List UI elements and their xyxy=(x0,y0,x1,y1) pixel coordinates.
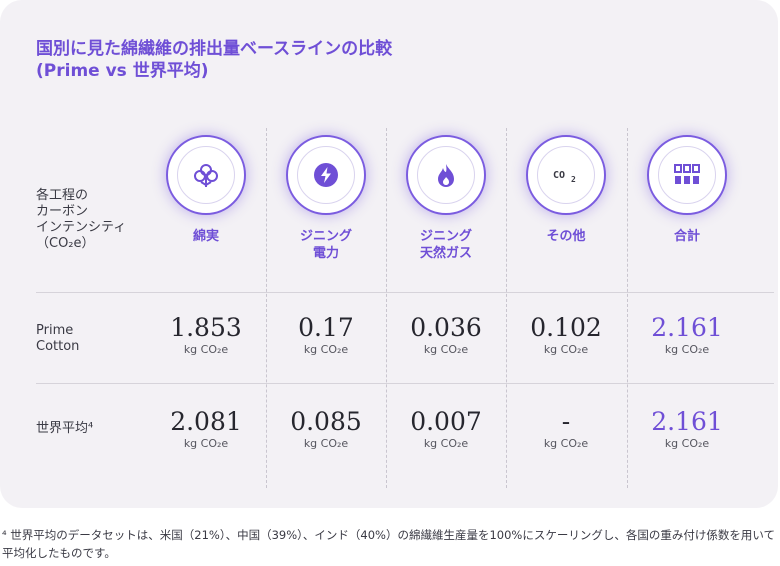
title-line-1: 国別に見た綿繊維の排出量ベースラインの比較 xyxy=(36,39,393,59)
flame-icon xyxy=(406,135,486,215)
header-label-line: カーボン xyxy=(36,204,89,219)
column-head-gin-gas: ジニング 天然ガス xyxy=(386,228,506,262)
column-divider xyxy=(627,128,628,488)
column-divider xyxy=(506,128,507,488)
cell-value: 0.007 xyxy=(410,407,482,436)
cell-unit: kg CO₂e xyxy=(543,437,589,450)
comparison-card: 国別に見た綿繊維の排出量ベースラインの比較 (Prime vs 世界平均) 各工… xyxy=(0,0,778,508)
cell-unit: kg CO₂e xyxy=(303,343,349,356)
header-label: 各工程の カーボン インテンシティ （CO₂e） xyxy=(36,188,126,252)
cell-value: 0.17 xyxy=(298,313,354,342)
row-divider xyxy=(36,383,774,384)
cell-unit: kg CO₂e xyxy=(183,437,229,450)
row-label-prime: Prime Cotton xyxy=(36,323,79,355)
column-head-other: その他 xyxy=(506,228,626,245)
row-divider xyxy=(36,292,774,293)
cell-value: - xyxy=(561,407,571,436)
row-label-line: Cotton xyxy=(36,339,80,354)
column-head-line: 合計 xyxy=(673,229,700,244)
column-head-seed: 綿実 xyxy=(146,228,266,245)
row-label-world: 世界平均⁴ xyxy=(36,421,93,437)
cell-unit: kg CO₂e xyxy=(423,343,469,356)
column-head-total: 合計 xyxy=(627,228,747,245)
title-line-2: (Prime vs 世界平均) xyxy=(36,61,209,81)
column-divider xyxy=(386,128,387,488)
cell-value: 2.081 xyxy=(170,407,242,436)
column-divider xyxy=(266,128,267,488)
row-label-line: 世界平均⁴ xyxy=(36,421,94,436)
header-label-line: インテンシティ xyxy=(36,220,127,235)
footnote: ⁴ 世界平均のデータセットは、米国（21%）、中国（39%）、インド（40%）の… xyxy=(2,528,775,560)
column-head-line: 電力 xyxy=(312,246,339,261)
svg-text:CO: CO xyxy=(553,170,565,181)
cell-unit: kg CO₂e xyxy=(303,437,349,450)
cell-value-total: 2.161 xyxy=(651,407,723,436)
cell-unit: kg CO₂e xyxy=(423,437,469,450)
co2-icon: CO 2 xyxy=(526,135,606,215)
cell-value-total: 2.161 xyxy=(651,313,723,342)
cell-unit: kg CO₂e xyxy=(183,343,229,356)
row-label-line: Prime xyxy=(36,323,74,338)
cotton-icon xyxy=(166,135,246,215)
cell-unit: kg CO₂e xyxy=(664,437,710,450)
column-head-line: ジニング xyxy=(419,229,472,244)
cell-unit: kg CO₂e xyxy=(543,343,589,356)
cell-value: 0.085 xyxy=(290,407,362,436)
column-head-line: その他 xyxy=(546,229,586,244)
lightning-icon xyxy=(286,135,366,215)
svg-text:2: 2 xyxy=(571,175,576,184)
page-title: 国別に見た綿繊維の排出量ベースラインの比較 (Prime vs 世界平均) xyxy=(36,38,596,82)
cell-unit: kg CO₂e xyxy=(664,343,710,356)
column-head-gin-power: ジニング 電力 xyxy=(266,228,386,262)
header-label-line: 各工程の xyxy=(36,188,89,203)
cell-value: 0.102 xyxy=(530,313,602,342)
column-head-line: 天然ガス xyxy=(419,246,472,261)
column-head-line: 綿実 xyxy=(192,229,219,244)
cell-value: 1.853 xyxy=(170,313,242,342)
column-head-line: ジニング xyxy=(299,229,352,244)
grid-icon xyxy=(647,135,727,215)
header-label-line: （CO₂e） xyxy=(36,236,95,251)
cell-value: 0.036 xyxy=(410,313,482,342)
